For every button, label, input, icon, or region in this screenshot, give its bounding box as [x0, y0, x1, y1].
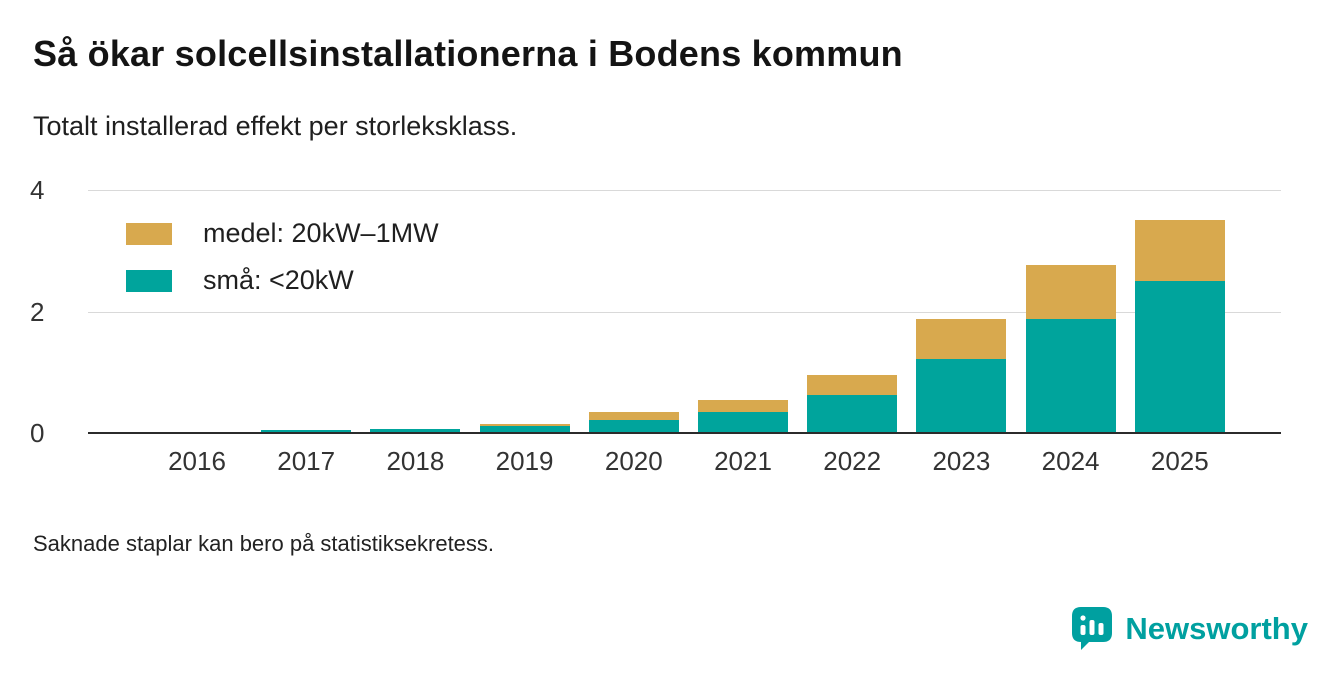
x-tick-2024: 2024	[1041, 446, 1100, 476]
bar-segment-2021-gold	[698, 399, 788, 412]
bar-segment-2023-gold	[916, 319, 1007, 359]
brand-logo: Newsworthy	[1071, 604, 1308, 654]
legend-swatch-gold	[126, 222, 172, 245]
newsworthy-icon	[1072, 607, 1113, 650]
x-tick-2021: 2021	[714, 446, 772, 476]
legend: medel: 20kW–1MW små: <20kW	[126, 218, 439, 312]
x-tick-2020: 2020	[604, 446, 663, 476]
x-tick-2019: 2019	[495, 446, 554, 476]
y-tick-4: 4	[30, 175, 45, 205]
chart-subtitle: Totalt installerad effekt per storlekskl…	[33, 111, 518, 141]
x-tick-2022: 2022	[823, 446, 882, 476]
legend-label: medel: 20kW–1MW	[203, 218, 439, 248]
bar-segment-2018-teal	[370, 428, 461, 433]
bar-segment-2025-gold	[1134, 220, 1225, 282]
x-axis-line	[88, 432, 1281, 434]
bar-segment-2020-gold	[588, 412, 679, 421]
gridline-2	[88, 311, 1281, 313]
bar-segment-2023-teal	[916, 358, 1007, 433]
bar-segment-2025-teal	[1134, 281, 1225, 433]
legend-item-1: små: <20kW	[126, 265, 439, 296]
legend-item-0: medel: 20kW–1MW	[126, 218, 439, 249]
bar-segment-2021-teal	[698, 411, 788, 433]
chart-title: Så ökar solcellsinstallationerna i Boden…	[33, 33, 903, 74]
gridline-4	[88, 190, 1281, 191]
x-tick-2017: 2017	[277, 446, 336, 476]
x-tick-2023: 2023	[932, 446, 991, 476]
brand-name: Newsworthy	[1125, 611, 1308, 646]
bar-segment-2019-teal	[479, 425, 570, 433]
legend-label: små: <20kW	[203, 265, 354, 295]
x-tick-2025: 2025	[1150, 446, 1209, 476]
legend-swatch-teal	[126, 269, 172, 292]
bar-segment-2022-teal	[807, 394, 898, 433]
bar-segment-2017-teal	[261, 429, 352, 433]
y-tick-0: 0	[30, 418, 45, 448]
footnote: Saknade staplar kan bero på statistiksek…	[33, 531, 495, 556]
x-tick-2018: 2018	[386, 446, 445, 476]
bar-segment-2019-gold	[479, 424, 570, 426]
x-tick-2016: 2016	[168, 446, 226, 476]
bar-segment-2020-teal	[588, 420, 679, 433]
bar-segment-2024-gold	[1025, 264, 1116, 320]
bar-segment-2022-gold	[807, 374, 898, 395]
y-tick-2: 2	[30, 296, 45, 327]
bar-segment-2024-teal	[1025, 319, 1116, 433]
